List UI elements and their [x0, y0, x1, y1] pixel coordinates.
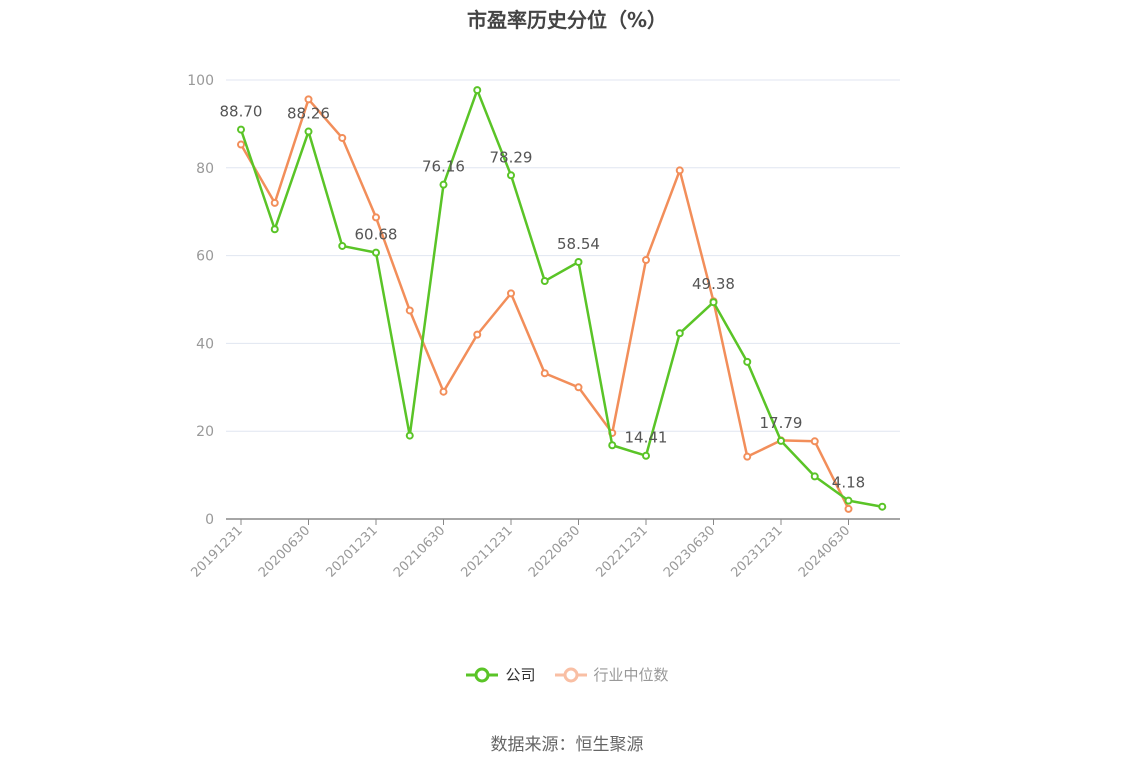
- y-axis: 0 20 40 60 80 100: [187, 73, 214, 528]
- x-tick-label: 20240630: [796, 523, 853, 580]
- data-labels: 88.70 88.26 60.68 76.16 78.29 58.54 14.41 49.38…: [220, 103, 866, 492]
- data-point: [338, 133, 347, 142]
- data-point: [642, 451, 650, 460]
- data-point: [642, 255, 650, 264]
- data-label: 88.26: [287, 105, 330, 123]
- data-label: 4.18: [832, 474, 865, 492]
- data-label: 14.41: [625, 429, 668, 447]
- legend-item-company[interactable]: 公司: [465, 664, 536, 685]
- data-point: [608, 441, 617, 450]
- y-tick-label: 40: [196, 336, 214, 352]
- x-tick-label: 20230630: [661, 523, 718, 580]
- series-line: [239, 98, 850, 510]
- data-point: [304, 127, 313, 136]
- data-point: [777, 436, 785, 445]
- data-point: [473, 330, 482, 339]
- chart-title: 市盈率历史分位（%）: [466, 8, 668, 32]
- x-tick-label: 20200630: [256, 523, 313, 580]
- data-point: [878, 502, 887, 511]
- series-lines: [237, 86, 887, 513]
- data-label: 17.79: [760, 414, 803, 432]
- data-point: [372, 213, 380, 222]
- data-point: [405, 431, 414, 440]
- legend-industry-marker-icon: [554, 667, 587, 682]
- data-point: [270, 225, 279, 234]
- data-source: 数据来源：恒生聚源: [490, 735, 644, 755]
- data-point: [844, 504, 853, 513]
- series-line: [239, 88, 883, 508]
- x-tick-label: 20211231: [458, 523, 515, 580]
- x-tick-label: 20210630: [391, 523, 448, 580]
- data-point: [338, 241, 347, 250]
- data-label: 60.68: [355, 226, 398, 244]
- data-label: 76.16: [422, 158, 465, 176]
- data-point: [507, 289, 515, 298]
- y-tick-label: 20: [196, 424, 214, 440]
- data-label: 58.54: [557, 235, 600, 253]
- series-industry-median: [237, 95, 853, 513]
- data-point: [743, 357, 752, 366]
- x-tick-label: 20220630: [526, 523, 583, 580]
- y-tick-label: 60: [196, 249, 214, 265]
- data-point: [439, 387, 448, 396]
- x-tick-label: 20201231: [323, 523, 380, 580]
- data-point: [237, 140, 245, 149]
- data-point: [304, 95, 313, 104]
- data-point: [743, 452, 752, 461]
- data-point: [270, 198, 279, 207]
- data-point: [675, 329, 684, 338]
- data-point: [574, 258, 583, 267]
- data-label: 88.70: [220, 103, 263, 121]
- x-tick-label: 20221231: [593, 523, 650, 580]
- x-tick-label: 20191231: [188, 523, 245, 580]
- data-point: [540, 277, 549, 286]
- data-point: [844, 496, 853, 505]
- legend-item-industry-median[interactable]: 行业中位数: [554, 664, 669, 685]
- y-tick-label: 100: [187, 73, 214, 89]
- data-point: [405, 306, 414, 315]
- series-company: [237, 86, 887, 511]
- data-point: [507, 171, 515, 180]
- data-point: [709, 298, 718, 307]
- grid-lines: [226, 79, 900, 432]
- legend-company-label: 公司: [505, 666, 536, 684]
- legend-company-marker-icon: [466, 667, 499, 682]
- data-point: [574, 383, 583, 392]
- data-point: [810, 472, 819, 481]
- legend: 公司 行业中位数: [0, 664, 1134, 685]
- data-point: [810, 437, 819, 446]
- data-point: [540, 369, 549, 378]
- data-point: [237, 125, 245, 134]
- data-label: 78.29: [490, 148, 533, 166]
- data-label: 49.38: [692, 275, 735, 293]
- x-tick-label: 20231231: [728, 523, 785, 580]
- data-point: [439, 180, 448, 189]
- data-point: [372, 248, 380, 257]
- data-point: [473, 86, 482, 95]
- y-tick-label: 0: [205, 512, 214, 528]
- x-axis: 20191231 20200630 20201231 20210630 20211231…: [188, 518, 900, 581]
- y-tick-label: 80: [196, 161, 214, 177]
- legend-industry-label: 行业中位数: [593, 666, 669, 684]
- data-point: [675, 166, 684, 175]
